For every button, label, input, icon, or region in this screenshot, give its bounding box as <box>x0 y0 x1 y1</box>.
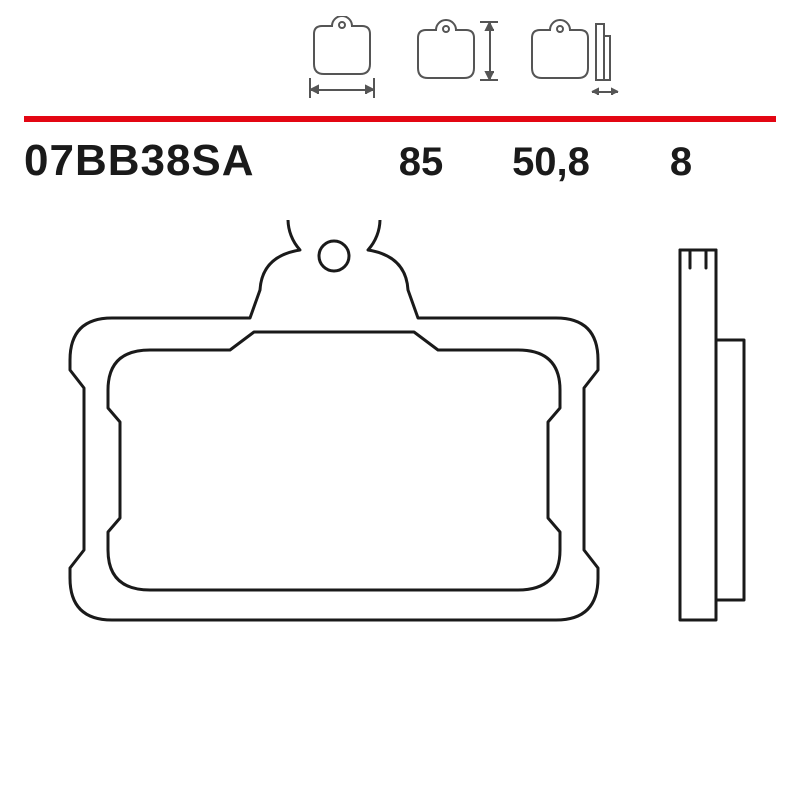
technical-drawing <box>0 220 800 800</box>
thickness-icon <box>518 16 628 102</box>
part-number: 07BB38SA <box>24 136 255 186</box>
height-icon <box>404 16 504 102</box>
dimension-icons <box>300 16 628 102</box>
side-view <box>680 250 744 620</box>
dimensions: 85 50,8 8 <box>356 140 776 185</box>
outer-plate <box>70 220 598 620</box>
spec-row: 07BB38SA 85 50,8 8 <box>24 136 776 186</box>
divider-line <box>24 116 776 122</box>
width-icon <box>300 16 390 102</box>
dim-thickness: 8 <box>616 140 746 185</box>
mount-hole <box>319 241 349 271</box>
friction-surface <box>108 332 560 590</box>
dim-width: 85 <box>356 140 486 185</box>
dim-height: 50,8 <box>486 140 616 185</box>
